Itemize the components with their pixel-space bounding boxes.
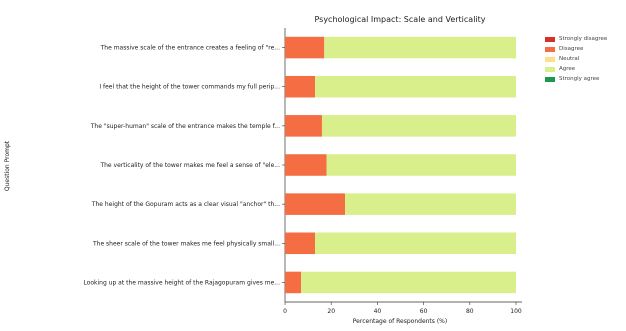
legend-swatch	[545, 36, 555, 42]
bar-segment	[285, 271, 302, 294]
bar-segment	[285, 232, 316, 255]
legend-item: Neutral	[545, 54, 607, 64]
chart-title: Psychological Impact: Scale and Vertical…	[314, 15, 485, 24]
x-tick-label: 0	[283, 308, 287, 315]
legend-item: Disagree	[545, 44, 607, 54]
legend-item: Strongly disagree	[545, 34, 607, 44]
bar-segment	[301, 271, 516, 294]
legend-swatch	[545, 66, 555, 72]
y-tick-label: The massive scale of the entrance create…	[100, 45, 280, 52]
plot-area: The massive scale of the entrance create…	[83, 28, 522, 315]
bar-segment	[285, 75, 316, 98]
x-tick-label: 100	[510, 308, 522, 315]
legend-label: Neutral	[559, 56, 580, 62]
x-tick-label: 20	[327, 308, 335, 315]
legend-swatch	[545, 76, 555, 82]
x-tick-label: 60	[420, 308, 428, 315]
y-tick-label: Looking up at the massive height of the …	[83, 279, 280, 286]
legend-item: Agree	[545, 64, 607, 74]
bar-segment	[345, 193, 516, 215]
y-tick-label: I feel that the height of the tower comm…	[99, 84, 280, 91]
y-axis-label: Question Prompt	[4, 140, 11, 191]
legend-label: Strongly disagree	[559, 36, 608, 42]
legend-label: Agree	[559, 66, 576, 72]
bar-segment	[326, 154, 516, 176]
x-tick-label: 80	[466, 308, 474, 315]
bar-segment	[285, 36, 325, 59]
y-tick-label: The sheer scale of the tower makes me fe…	[92, 240, 280, 247]
bar-segment	[315, 75, 516, 98]
legend-label: Disagree	[559, 46, 584, 52]
legend-label: Strongly agree	[559, 76, 600, 82]
x-axis-label: Percentage of Respondents (%)	[353, 318, 447, 325]
y-tick-label: The height of the Gopuram acts as a clea…	[91, 201, 280, 208]
bar-segment	[285, 193, 346, 215]
legend: Strongly disagree Disagree Neutral Agree Str…	[545, 34, 607, 84]
bar-segment	[285, 115, 322, 137]
y-tick-label: The "super-human" scale of the entrance …	[90, 123, 280, 130]
legend-swatch	[545, 46, 555, 52]
bar-segment	[315, 232, 516, 255]
legend-item: Strongly agree	[545, 74, 607, 84]
y-tick-label: The verticality of the tower makes me fe…	[99, 162, 280, 169]
bar-segment	[321, 115, 516, 137]
bar-segment	[285, 154, 327, 176]
x-tick-label: 40	[374, 308, 382, 315]
legend-swatch	[545, 56, 555, 62]
bar-segment	[324, 36, 516, 59]
